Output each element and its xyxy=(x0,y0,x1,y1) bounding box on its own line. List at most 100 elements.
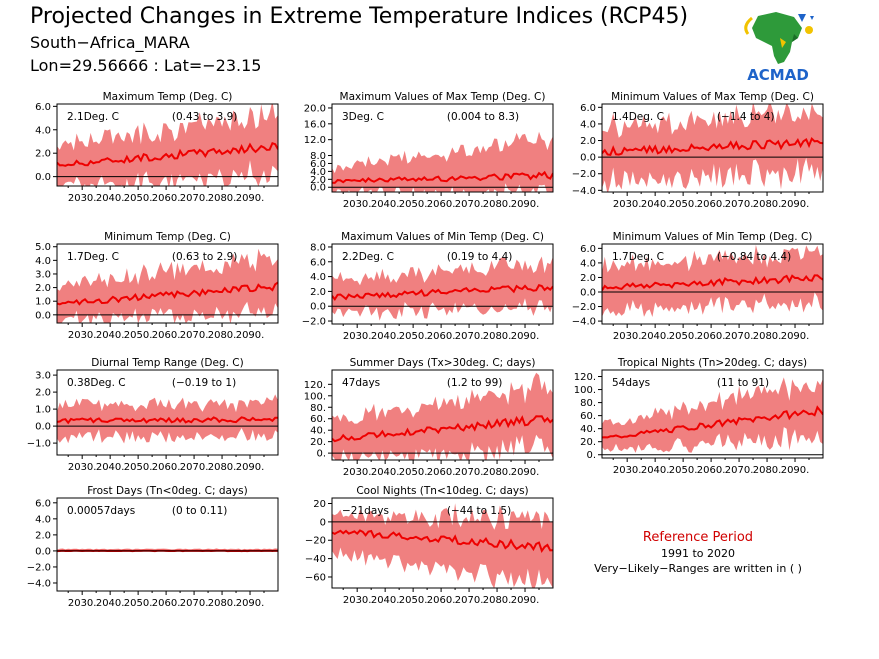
y-tick-label: 0 xyxy=(320,517,326,528)
x-tick-label: 2060. xyxy=(427,199,456,210)
y-tick-label: 6.0 xyxy=(310,257,326,268)
y-tick-label: 80. xyxy=(310,403,326,414)
x-tick-label: 2030. xyxy=(613,331,642,342)
x-tick-label: 2070. xyxy=(455,199,484,210)
y-tick-label: 20 xyxy=(313,499,326,510)
x-tick-label: 2050. xyxy=(669,199,698,210)
x-tick-label: 2090. xyxy=(236,330,265,341)
y-tick-label: 60. xyxy=(580,411,596,422)
x-tick-label: 2070. xyxy=(455,467,484,478)
y-tick-label: 40. xyxy=(310,426,326,437)
y-tick-label: 100. xyxy=(574,385,596,396)
x-tick-label: 2040. xyxy=(371,595,400,606)
panel-title: Maximum Values of Max Temp (Deg. C) xyxy=(340,91,546,103)
x-tick-label: 2050. xyxy=(124,462,153,473)
x-tick-label: 2040. xyxy=(96,330,125,341)
panel-title: Minimum Temp (Deg. C) xyxy=(104,231,231,243)
x-tick-label: 2080. xyxy=(208,193,237,204)
likely-range: (0.63 to 2.9) xyxy=(172,251,238,263)
x-tick-label: 2040. xyxy=(371,467,400,478)
x-tick-label: 2070. xyxy=(180,462,209,473)
y-tick-label: 4.0 xyxy=(35,125,51,136)
x-tick-label: 2080. xyxy=(483,331,512,342)
x-tick-label: 2030. xyxy=(343,595,372,606)
y-tick-label: 60. xyxy=(310,414,326,425)
x-tick-label: 2030. xyxy=(68,462,97,473)
x-tick-label: 2050. xyxy=(399,199,428,210)
x-tick-label: 2050. xyxy=(399,467,428,478)
y-tick-label: 4.0 xyxy=(580,258,596,269)
chart-panel: −4.0 −2.0 0.0 2.0 4.0 6.0 2030. 2040. 2050. 2060.… xyxy=(27,485,278,609)
x-tick-label: 2030. xyxy=(68,330,97,341)
y-tick-label: 3.0 xyxy=(35,371,51,382)
y-tick-label: 8.0 xyxy=(310,242,326,253)
reference-period-years: 1991 to 2020 xyxy=(588,547,808,560)
projected-change: 0.38Deg. C xyxy=(67,377,126,389)
x-tick-label: 2090. xyxy=(511,595,540,606)
likely-range: (0.19 to 4.4) xyxy=(447,251,513,263)
y-tick-label: 2.0 xyxy=(35,388,51,399)
y-tick-label: 8.0 xyxy=(310,151,326,162)
x-tick-label: 2060. xyxy=(427,467,456,478)
y-tick-label: −2.0 xyxy=(572,302,596,313)
x-tick-label: 2060. xyxy=(697,465,726,476)
y-tick-label: 2.0 xyxy=(35,149,51,160)
x-tick-label: 2090. xyxy=(236,462,265,473)
panel-title: Maximum Values of Min Temp (Deg. C) xyxy=(341,231,544,243)
projected-change: 54days xyxy=(612,377,650,389)
y-tick-label: 20.0 xyxy=(304,103,326,114)
x-tick-label: 2060. xyxy=(152,462,181,473)
y-tick-label: 80. xyxy=(580,398,596,409)
y-tick-label: 2.0 xyxy=(580,136,596,147)
panel-title: Minimum Values of Min Temp (Deg. C) xyxy=(613,231,813,243)
x-tick-label: 2050. xyxy=(399,595,428,606)
x-tick-label: 2060. xyxy=(152,193,181,204)
y-tick-label: −4.0 xyxy=(572,186,596,197)
y-tick-label: −20 xyxy=(305,536,326,547)
likely-range: (11 to 91) xyxy=(717,377,769,389)
y-tick-label: 0.0 xyxy=(580,288,596,299)
likely-range: (−44 to 1.5) xyxy=(447,505,511,517)
y-tick-label: 0.0 xyxy=(310,302,326,313)
x-tick-label: 2070. xyxy=(180,193,209,204)
panel-title: Minimum Values of Max Temp (Deg. C) xyxy=(611,91,814,103)
x-tick-label: 2040. xyxy=(371,199,400,210)
x-tick-label: 2030. xyxy=(68,598,97,609)
x-tick-label: 2070. xyxy=(180,330,209,341)
y-tick-label: 4.0 xyxy=(580,119,596,130)
x-tick-label: 2060. xyxy=(427,331,456,342)
likely-range: (−1.4 to 4) xyxy=(717,111,775,123)
y-tick-label: 1.0 xyxy=(35,405,51,416)
x-tick-label: 2090. xyxy=(236,193,265,204)
chart-panel: 0.0 2.0 4.0 6.0 2030. 2040. 2050. 2060. 2070. 208… xyxy=(35,91,278,204)
y-tick-label: 6.0 xyxy=(580,103,596,114)
figure: Projected Changes in Extreme Temperature… xyxy=(0,0,879,659)
likely-range-band xyxy=(332,132,553,205)
x-tick-label: 2050. xyxy=(124,598,153,609)
likely-range: (0.004 to 8.3) xyxy=(447,111,519,123)
y-tick-label: 100. xyxy=(304,391,326,402)
x-tick-label: 2040. xyxy=(371,331,400,342)
panel-title: Maximum Temp (Deg. C) xyxy=(103,91,233,103)
reference-note: Very−Likely−Ranges are written in ( ) xyxy=(588,562,808,575)
x-tick-label: 2090. xyxy=(236,598,265,609)
y-tick-label: −60 xyxy=(305,572,326,583)
x-tick-label: 2050. xyxy=(669,465,698,476)
y-tick-label: 0.0 xyxy=(35,310,51,321)
x-tick-label: 2090. xyxy=(781,199,810,210)
y-tick-label: 3.0 xyxy=(35,269,51,280)
x-tick-label: 2040. xyxy=(641,465,670,476)
x-tick-label: 2050. xyxy=(124,193,153,204)
x-tick-label: 2090. xyxy=(781,331,810,342)
reference-period-title: Reference Period xyxy=(588,530,808,545)
x-tick-label: 2040. xyxy=(96,598,125,609)
x-tick-label: 2060. xyxy=(152,598,181,609)
y-tick-label: 4.0 xyxy=(35,514,51,525)
x-tick-label: 2080. xyxy=(208,462,237,473)
x-tick-label: 2080. xyxy=(753,465,782,476)
chart-panel: 0.02.04.06.08.0 12.0 16.0 20.0 2030. 2040. 205… xyxy=(304,91,553,210)
y-tick-label: 120. xyxy=(304,380,326,391)
y-tick-label: −4.0 xyxy=(572,317,596,328)
y-tick-label: 5.0 xyxy=(35,242,51,253)
